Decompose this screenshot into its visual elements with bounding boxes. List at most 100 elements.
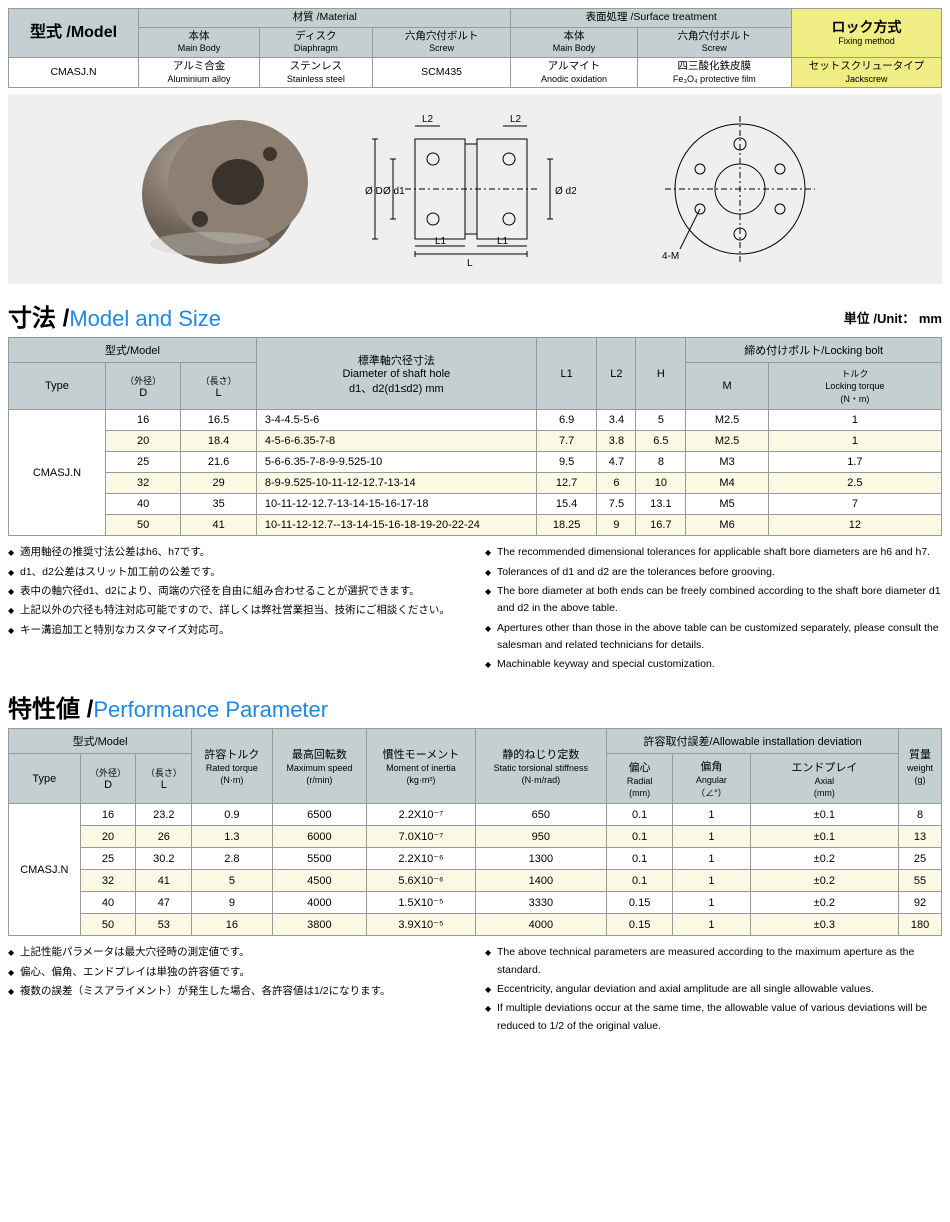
cell: 1	[673, 848, 750, 870]
cell: 0.15	[607, 892, 673, 914]
cell: ±0.2	[750, 892, 899, 914]
cell: 15.4	[536, 494, 597, 515]
svg-text:L1: L1	[435, 236, 447, 247]
note-item: Eccentricity, angular deviation and axia…	[485, 981, 942, 998]
notes-jp: 上記性能パラメータは最大穴径時の測定値です。偏心、偏角、エンドプレイは単独の許容…	[8, 944, 465, 1037]
note-item: 偏心、偏角、エンドプレイは単独の許容値です。	[8, 964, 465, 981]
col-rad: 偏心Radial(mm)	[607, 754, 673, 804]
cell: 8	[636, 452, 686, 473]
cell: 4-5-6-6.35-7-8	[256, 431, 536, 452]
front-drawing: 4-M	[650, 104, 830, 274]
cell: 6.5	[636, 431, 686, 452]
cell: 12.7	[536, 473, 597, 494]
product-render	[120, 104, 320, 274]
model-header: 型式 /Model	[9, 9, 139, 58]
svg-text:L2: L2	[422, 114, 434, 125]
cell: 1.5X10⁻⁵	[367, 892, 475, 914]
side-drawing: Ø D Ø d1 Ø d2 L L1 L1 L2 L2	[355, 104, 615, 274]
svg-text:L1: L1	[497, 236, 509, 247]
cell: 13	[899, 826, 942, 848]
cell: 6000	[272, 826, 367, 848]
table-row: 4047940001.5X10⁻⁵33300.151±0.292	[9, 892, 942, 914]
col-ax: エンドプレイAxial(mm)	[750, 754, 899, 804]
cell: 30.2	[136, 848, 192, 870]
col-d: （外径）D	[80, 754, 136, 804]
disc-sub: ディスクDiaphragm	[260, 27, 373, 57]
cell: 26	[136, 826, 192, 848]
cell: 950	[475, 826, 606, 848]
screw-surf-sub: 六角穴付ボルトScrew	[637, 27, 791, 57]
note-item: 表中の軸穴径d1、d2により、両端の穴径を自由に組み合わせることが選択できます。	[8, 583, 465, 600]
cell: 40	[80, 892, 136, 914]
svg-text:Ø D: Ø D	[365, 186, 383, 197]
cell: 9	[597, 515, 636, 536]
cell: 29	[181, 473, 256, 494]
cell: M5	[686, 494, 768, 515]
col-l: （長さ）L	[181, 363, 256, 410]
col-ang: 偏角Angular（∠°）	[673, 754, 750, 804]
cell: 35	[181, 494, 256, 515]
cell: 5500	[272, 848, 367, 870]
cell: 41	[181, 515, 256, 536]
col-rt: 許容トルクRated torque(N·m)	[192, 729, 272, 804]
cell: 4000	[475, 914, 606, 936]
table-row: 32298-9-9.525-10-11-12-12.7-13-1412.7610…	[9, 473, 942, 494]
cell: 25	[105, 452, 180, 473]
cell: 5.6X10⁻⁶	[367, 870, 475, 892]
cell: 32	[80, 870, 136, 892]
cell: 2.2X10⁻⁶	[367, 848, 475, 870]
type-cell: CMASJ.N	[9, 410, 106, 536]
note-item: The recommended dimensional tolerances f…	[485, 544, 942, 561]
screw-mat: SCM435	[372, 57, 511, 87]
col-type: Type	[9, 754, 81, 804]
cell: 1	[768, 431, 941, 452]
cell: ±0.3	[750, 914, 899, 936]
col-ms: 最高回転数Maximum speed(r/min)	[272, 729, 367, 804]
svg-text:4-M: 4-M	[662, 251, 679, 262]
cell: 50	[105, 515, 180, 536]
cell: M4	[686, 473, 768, 494]
body-sub: 本体Main Body	[139, 27, 260, 57]
svg-text:L2: L2	[510, 114, 522, 125]
notes-en: The recommended dimensional tolerances f…	[485, 544, 942, 675]
cell: 650	[475, 804, 606, 826]
cell: 16	[192, 914, 272, 936]
note-item: 上記以外の穴径も特注対応可能ですので、詳しくは弊社営業担当、技術にご相談ください…	[8, 602, 465, 619]
table-row: 2521.65-6-6.35-7-8-9-9.525-109.54.78M31.…	[9, 452, 942, 473]
perf-table: 型式/Model 許容トルクRated torque(N·m) 最高回転数Max…	[8, 728, 942, 936]
notes-jp: 適用軸径の推奨寸法公差はh6、h7です。d1、d2公差はスリット加工前の公差です…	[8, 544, 465, 675]
table-row: 504110-11-12-12.7--13-14-15-16-18-19-20-…	[9, 515, 942, 536]
surface-header: 表面処理 /Surface treatment	[511, 9, 792, 28]
cell: 10-11-12-12.7-13-14-15-16-17-18	[256, 494, 536, 515]
cell: 40	[105, 494, 180, 515]
fixing-val: セットスクリュータイプJackscrew	[792, 57, 942, 87]
cell: 10-11-12-12.7--13-14-15-16-18-19-20-22-2…	[256, 515, 536, 536]
col-wt: 質量weight(g)	[899, 729, 942, 804]
cell: 10	[636, 473, 686, 494]
svg-text:Ø d1: Ø d1	[383, 186, 405, 197]
cell: 21.6	[181, 452, 256, 473]
cell: 1	[673, 804, 750, 826]
cell: 1400	[475, 870, 606, 892]
cell: 3-4-4.5-5-6	[256, 410, 536, 431]
note-item: If multiple deviations occur at the same…	[485, 1000, 942, 1035]
table-row: 50531638003.9X10⁻⁵40000.151±0.3180	[9, 914, 942, 936]
cell: M6	[686, 515, 768, 536]
cell: 8	[899, 804, 942, 826]
note-item: The bore diameter at both ends can be fr…	[485, 583, 942, 618]
col-st: 静的ねじり定数Static torsional stiffness(N·m/ra…	[475, 729, 606, 804]
cell: 25	[80, 848, 136, 870]
perf-title: 特性値 /Performance Parameter	[8, 689, 942, 724]
diagram-area: Ø D Ø d1 Ø d2 L L1 L1 L2 L2 4-M	[8, 94, 942, 284]
cell: 1	[768, 410, 941, 431]
cell: 0.1	[607, 870, 673, 892]
cell: 12	[768, 515, 941, 536]
cell: 20	[105, 431, 180, 452]
cell: 47	[136, 892, 192, 914]
size-table: 型式/Model 標準軸穴径寸法Diameter of shaft holed1…	[8, 337, 942, 536]
col-mi: 慣性モーメントMoment of inertia(kg·m²)	[367, 729, 475, 804]
cell: 1	[673, 826, 750, 848]
col-model: 型式/Model	[9, 338, 257, 363]
cell: 16	[105, 410, 180, 431]
col-d: （外径）D	[105, 363, 180, 410]
